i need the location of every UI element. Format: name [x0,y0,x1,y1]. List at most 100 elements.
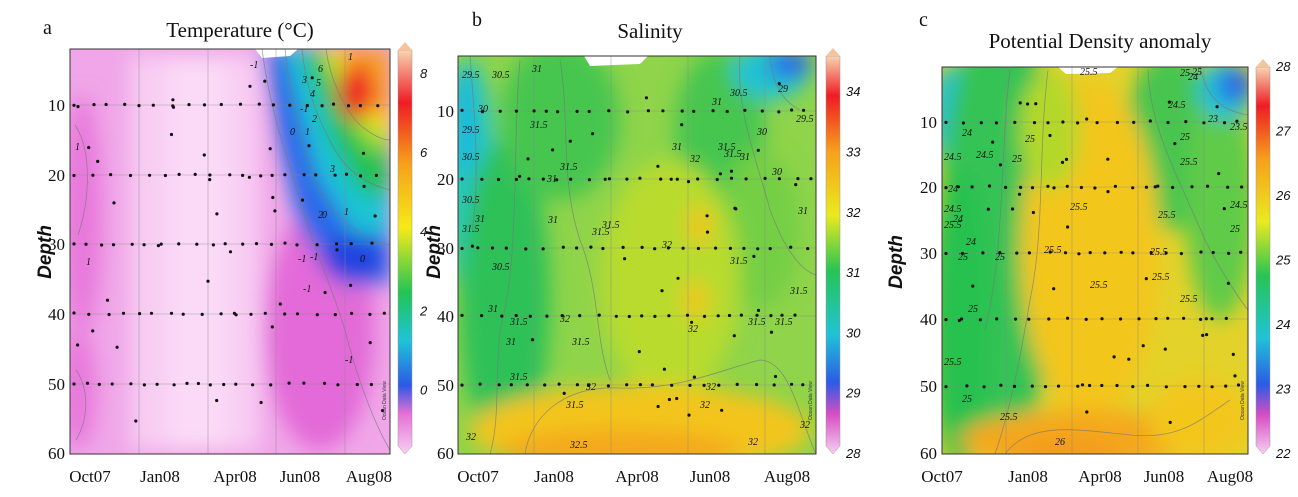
sample-dot [1100,383,1104,388]
sample-dot [1137,317,1141,321]
sample-dot [1166,120,1170,125]
sample-dot [134,419,138,423]
x-tick-label: Jan08 [140,467,180,486]
sample-dot [315,243,319,247]
sample-dot [705,230,710,234]
sample-dot [490,246,494,250]
sample-dot [202,103,207,107]
sample-dot [999,383,1003,387]
sample-dot [228,173,232,177]
sample-dot [1231,352,1235,356]
sample-dot [111,243,116,247]
x-tick-label: Apr08 [615,467,658,486]
contour-label: 25.5 [1180,157,1198,168]
sample-dot [802,108,806,112]
contour-label: 25.5 [1158,210,1176,221]
x-tick-label: Apr08 [1078,467,1121,486]
sample-dot [794,183,798,187]
sample-dot [163,173,167,178]
sample-dot [527,177,531,181]
sample-dot [87,312,91,316]
contour-label: 31.5 [723,149,742,160]
contour-label: 25.5 [1090,280,1108,291]
sample-dot [1224,384,1228,388]
sample-dot [646,109,651,113]
sample-dot [196,381,200,386]
contour-label: 1 [344,207,349,218]
sample-dot [568,139,572,143]
panel-b-field [458,56,816,454]
sample-dot [346,104,351,108]
y-tick-label: 60 [48,444,65,463]
sample-dot [254,242,259,246]
contour-label: 24 [966,237,976,248]
sample-dot [1206,184,1210,188]
contour-label: 25 [968,304,978,315]
colorbar-tick-label: 22 [1275,446,1291,461]
sample-dot [1063,251,1068,255]
panel-c-gridlines [942,67,1248,454]
sample-dot [729,176,734,180]
sample-dot [733,206,737,210]
sample-dot [344,172,349,176]
sample-dot [702,314,707,318]
colorbar-tick-label: 30 [846,325,861,340]
sample-dot [790,382,794,386]
contour-label: 25 [1192,67,1202,78]
sample-dot [526,157,530,161]
sample-dot [87,145,91,150]
sample-dot [524,247,528,251]
contour-label: 25 [1012,154,1022,165]
contour-label: 0 [322,210,327,221]
sample-dot [107,312,111,317]
sample-dot [1010,207,1015,211]
sample-dot [696,246,701,251]
sample-dot [1204,317,1208,321]
y-tick-label: 20 [48,166,65,185]
sample-dot [653,314,657,318]
contour-label: 6 [318,64,323,75]
contour-label: 3 [329,164,335,175]
contour-label: 25 [962,394,972,405]
sample-dot [692,375,697,379]
sample-dot [76,105,80,109]
contour-label: 24 [962,128,972,139]
sample-dot [382,311,386,315]
sample-dot [460,313,464,317]
contour-label: 29.5 [462,125,480,136]
sample-dot [257,102,261,106]
sample-dot [104,102,108,107]
sample-dot [638,383,643,387]
sample-dot [1030,186,1035,190]
colorbar-tick-label: 28 [845,446,861,461]
sample-dot [248,84,252,88]
sample-dot [130,242,134,246]
sample-dot [100,243,104,247]
sample-dot [575,383,580,387]
sample-dot [1085,410,1089,414]
sample-dot [587,178,592,182]
sample-dot [1171,185,1175,190]
panel-a-title: Temperature (°C) [166,18,313,42]
contour-label: 25 [1025,134,1035,145]
sample-dot [1064,157,1069,161]
contour-label: 25.5 [1000,412,1018,423]
contour-label: 25 [995,252,1005,263]
contour-label: 31.5 [559,162,578,173]
sample-dot [1239,250,1243,254]
sample-dot [768,247,772,251]
panel-a-xticks: Oct07 Jan08 Apr08 Jun08 Aug08 [69,467,392,486]
sample-dot [72,311,76,315]
sample-dot [796,177,800,181]
sample-dot [1066,316,1070,320]
colorbar-tick-label: 27 [1275,124,1291,139]
y-tick-label: 40 [437,307,454,326]
colorbar-tick-label: 29 [845,386,860,401]
contour-label: 32 [747,437,758,448]
sample-dot [123,102,127,106]
sample-dot [640,314,644,318]
sample-dot [744,177,748,181]
sample-dot [728,246,733,250]
sample-dot [172,383,176,387]
sample-dot [644,96,649,100]
